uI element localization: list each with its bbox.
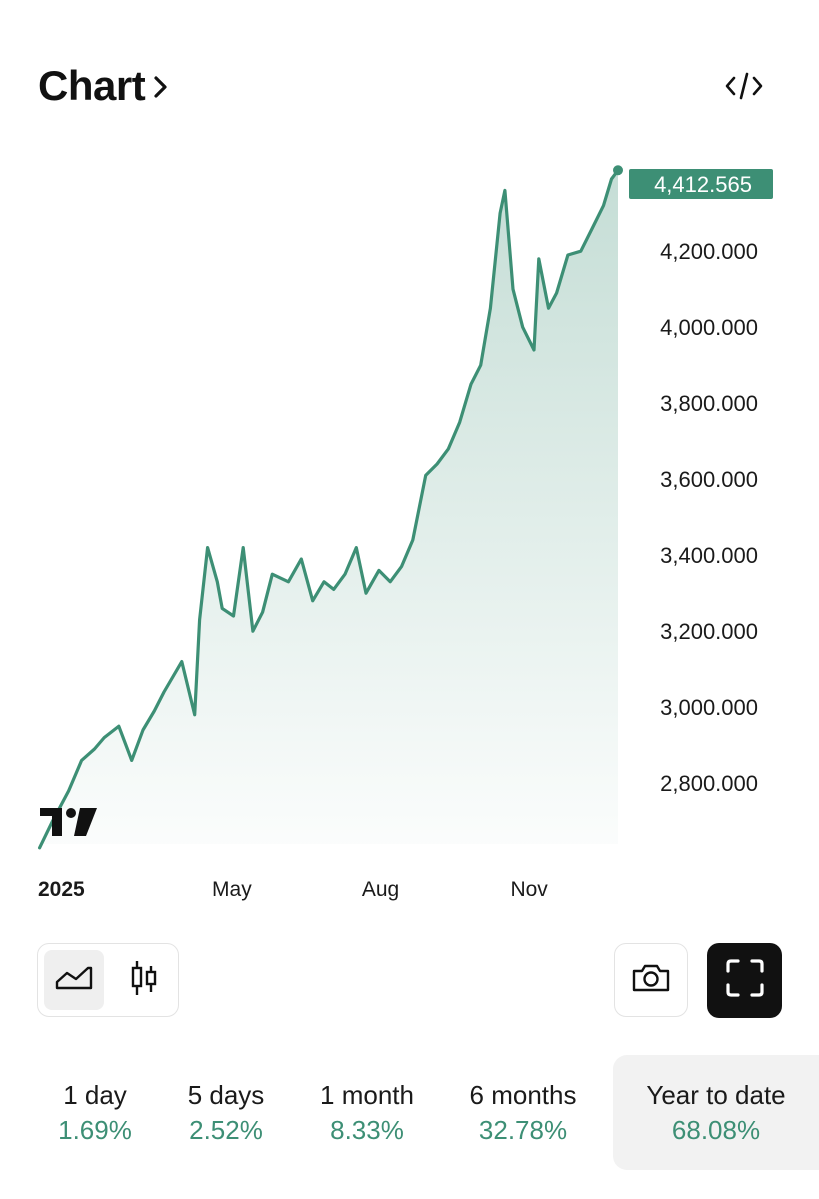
period-label: 6 months [469, 1079, 577, 1110]
chart-style-toggle [37, 943, 179, 1017]
period-1-day[interactable]: 1 day 1.69% [22, 1055, 168, 1170]
fullscreen-icon [725, 958, 765, 1003]
x-tick-label: Aug [362, 878, 399, 901]
y-tick-label: 4,200.000 [660, 239, 758, 264]
screenshot-button[interactable] [614, 943, 688, 1017]
camera-icon [630, 962, 672, 999]
x-tick-label: 2025 [38, 878, 85, 901]
candlestick-icon [129, 958, 159, 1003]
period-label: 1 day [63, 1079, 127, 1110]
x-tick-label: Nov [510, 878, 548, 901]
y-tick-label: 2,800.000 [660, 771, 758, 796]
performance-periods: 1 day 1.69% 5 days 2.52% 1 month 8.33% 6… [0, 1055, 819, 1170]
last-price-label: 4,412.565 [654, 172, 752, 197]
last-price-dot [613, 165, 623, 176]
code-embed-icon[interactable] [722, 66, 766, 106]
y-tick-label: 3,200.000 [660, 619, 758, 644]
chevron-right-icon [153, 74, 169, 105]
price-area [39, 170, 619, 848]
period-label: 5 days [187, 1079, 265, 1110]
area-chart-icon [54, 964, 94, 997]
y-tick-label: 3,600.000 [660, 467, 758, 492]
period-change: 32.78% [478, 1114, 568, 1145]
area-chart-button[interactable] [44, 950, 104, 1010]
price-line [38, 168, 620, 850]
period-change: 2.52% [189, 1114, 263, 1145]
y-tick-label: 3,800.000 [660, 391, 758, 416]
y-tick-label: 3,400.000 [660, 543, 758, 568]
y-tick-label: 3,000.000 [660, 695, 758, 720]
period-6-months[interactable]: 6 months 32.78% [448, 1055, 598, 1170]
y-tick-label: 4,000.000 [660, 315, 758, 340]
x-tick-label: May [212, 878, 252, 901]
period-year-to-date[interactable]: Year to date 68.08% [613, 1055, 819, 1170]
chart-title-link[interactable]: Chart [38, 62, 169, 110]
period-change: 8.33% [330, 1114, 404, 1145]
last-price-tag: 4,412.565 [629, 169, 773, 199]
price-chart[interactable]: 4,200.000 4,000.000 3,800.000 3,600.000 3,40… [0, 0, 819, 940]
period-1-month[interactable]: 1 month 8.33% [297, 1055, 437, 1170]
fullscreen-button[interactable] [707, 943, 782, 1018]
tradingview-logo [40, 806, 98, 843]
period-label: Year to date [646, 1079, 786, 1110]
period-label: 1 month [320, 1079, 414, 1110]
period-change: 1.69% [58, 1114, 132, 1145]
page-title: Chart [38, 62, 146, 109]
candlestick-chart-button[interactable] [116, 950, 172, 1010]
period-5-days[interactable]: 5 days 2.52% [158, 1055, 294, 1170]
period-change: 68.08% [671, 1114, 761, 1145]
